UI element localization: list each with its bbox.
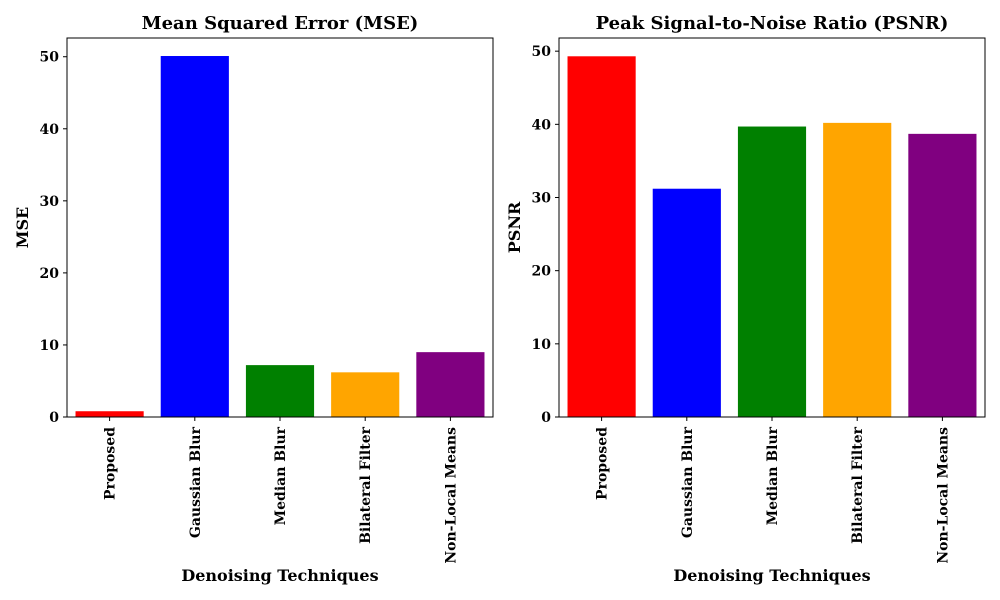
psnr-x-tick-label: Gaussian Blur <box>680 426 696 538</box>
psnr-y-tick-label: 20 <box>532 264 552 280</box>
mse-y-tick-label: 50 <box>40 50 60 66</box>
psnr-bar-5 <box>908 133 977 418</box>
mse-axes-frame <box>66 37 494 418</box>
mse-bar-2 <box>160 56 229 418</box>
mse-x-tick-label: Bilateral Filter <box>358 426 374 544</box>
mse-chart-title: Mean Squared Error (MSE) <box>142 13 419 34</box>
psnr-chart-title: Peak Signal-to-Noise Ratio (PSNR) <box>596 13 949 34</box>
mse-bar-5 <box>416 352 485 417</box>
psnr-y-tick-label: 10 <box>532 337 552 353</box>
psnr-x-tick-label: Non-Local Means <box>935 427 951 564</box>
mse-x-tick-label: Non-Local Means <box>443 427 459 564</box>
mse-y-tick-label: 10 <box>40 338 60 354</box>
psnr-y-tick-label: 30 <box>532 191 552 207</box>
psnr-y-tick-label: 50 <box>532 44 552 60</box>
mse-x-tick-label: Gaussian Blur <box>188 426 204 538</box>
mse-y-tick-label: 30 <box>40 194 60 210</box>
mse-bar-4 <box>331 372 400 417</box>
psnr-y-tick-label: 0 <box>541 410 551 426</box>
psnr-x-tick-label: Proposed <box>595 427 611 500</box>
mse-y-tick-label: 40 <box>40 122 60 138</box>
psnr-axes-frame <box>558 37 986 418</box>
mse-bar-3 <box>245 365 315 417</box>
psnr-y-axis-label: PSNR <box>505 201 524 253</box>
psnr-x-axis-label: Denoising Techniques <box>673 566 870 585</box>
mse-x-tick-label: Proposed <box>103 427 119 500</box>
mse-y-tick-label: 0 <box>49 410 59 426</box>
mse-chart: Mean Squared Error (MSE) Denoising Techn… <box>13 13 494 585</box>
psnr-bar-2 <box>652 188 721 417</box>
psnr-x-tick-label: Median Blur <box>765 426 781 525</box>
mse-x-tick-label: Median Blur <box>273 426 289 525</box>
mse-y-tick-label: 20 <box>40 266 60 282</box>
psnr-x-tick-label: Bilateral Filter <box>850 426 866 544</box>
mse-y-axis-label: MSE <box>13 207 32 248</box>
psnr-chart: Peak Signal-to-Noise Ratio (PSNR) Denois… <box>505 13 986 585</box>
psnr-bar-4 <box>823 122 892 417</box>
mse-bar-1 <box>75 411 144 417</box>
psnr-bar-3 <box>737 126 807 418</box>
psnr-y-tick-label: 40 <box>532 117 552 133</box>
mse-x-axis-label: Denoising Techniques <box>181 566 378 585</box>
psnr-bar-1 <box>567 56 636 417</box>
